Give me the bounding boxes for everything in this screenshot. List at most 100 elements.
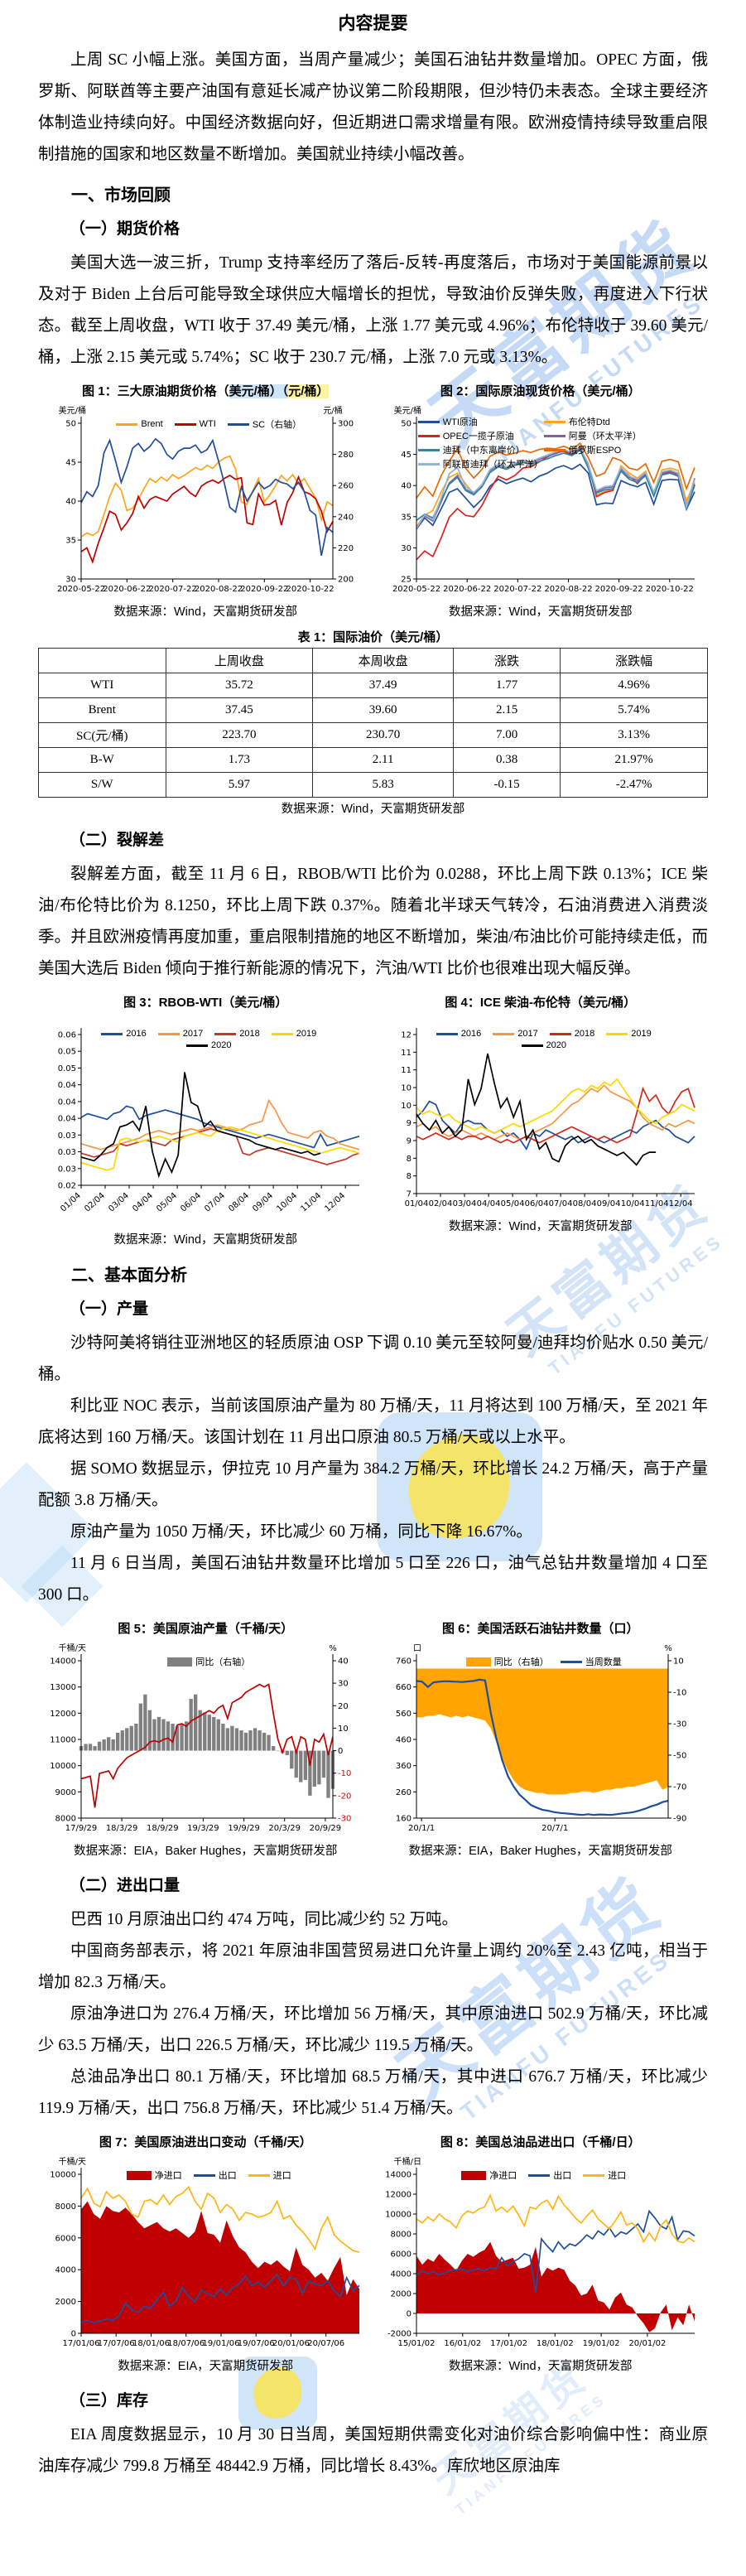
table-row: WTI 35.72 37.49 1.77 4.96%	[38, 673, 708, 698]
svg-text:2020-07-22: 2020-07-22	[149, 585, 197, 594]
svg-text:760: 760	[396, 1657, 412, 1667]
svg-text:30: 30	[66, 576, 77, 585]
figure-7-title: 图 7：美国原油进出口变动（千桶/天）	[99, 2135, 312, 2149]
table-cell: 7.00	[452, 722, 561, 748]
svg-text:2020-06-22: 2020-06-22	[443, 585, 491, 594]
table-cell: 4.96%	[560, 673, 708, 698]
svg-text:-30: -30	[338, 1815, 351, 1824]
svg-text:12: 12	[401, 1031, 412, 1040]
figure-1-title-highlight-usd: 美元/桶）（	[229, 384, 289, 398]
svg-text:03/04: 03/04	[452, 1199, 476, 1208]
svg-text:8: 8	[406, 1155, 411, 1164]
chart-svg: 0.06 0.05 0.05 0.04 0.04 0.04 0.03 0.03 0.03 0.02…	[58, 1028, 360, 1214]
svg-text:07/04: 07/04	[204, 1191, 228, 1213]
paragraph-summary: 上周 SC 小幅上涨。美国方面，当周产量减少；美国石油钻井数量增加。OPEC 方…	[38, 51, 708, 163]
figure-6: 图 6：美国活跃石油钻井数量（口） 760 660 560 460 360 260 160 1…	[373, 1618, 709, 1862]
svg-text:8000: 8000	[55, 2202, 76, 2212]
svg-text:9: 9	[406, 1119, 411, 1128]
svg-text:0.04: 0.04	[58, 1097, 76, 1107]
chart-crude-spot-prices: 50 45 40 35 30 25 美元/桶 2020-05-22 2020-06-22 2020…	[373, 402, 708, 601]
svg-text:40: 40	[338, 1657, 349, 1667]
chart-us-crude-import-export: 10000 8000 6000 4000 2000 0 千桶/天 17/01/06 17/07/…	[38, 2153, 373, 2356]
svg-text:06/04: 06/04	[524, 1199, 548, 1208]
svg-text:-30: -30	[673, 1720, 686, 1729]
table-header-cell: 涨跌	[452, 648, 561, 673]
table-header-cell	[38, 648, 166, 673]
table-cell: 5.74%	[560, 697, 708, 723]
paragraph-trade-4: 总油品净出口 80.1 万桶/天，环比增加 68.5 万桶/天，其中进口 676…	[38, 2068, 708, 2117]
svg-text:-50: -50	[673, 1752, 686, 1761]
svg-text:0: 0	[406, 2310, 411, 2319]
svg-text:50: 50	[401, 420, 412, 429]
svg-text:14000: 14000	[50, 1657, 76, 1667]
table-row: Brent 37.45 39.60 2.15 5.74%	[38, 697, 708, 723]
svg-text:11000: 11000	[50, 1736, 76, 1745]
svg-text:2020-08-22: 2020-08-22	[195, 585, 243, 594]
svg-text:2020-05-22: 2020-05-22	[57, 585, 105, 594]
svg-text:660: 660	[396, 1683, 412, 1692]
svg-text:2020-08-22: 2020-08-22	[544, 585, 592, 594]
svg-text:12000: 12000	[385, 2191, 412, 2200]
heading-crack-spread: （二）裂解差	[70, 832, 165, 849]
svg-text:17/01/02: 17/01/02	[490, 2339, 527, 2348]
figure-6-source: 数据来源：EIA，Baker Hughes，天富期货研发部	[408, 1845, 672, 1858]
svg-text:17/01/06: 17/01/06	[63, 2339, 100, 2348]
svg-text:0.06: 0.06	[58, 1031, 76, 1040]
svg-text:20/01/06: 20/01/06	[272, 2339, 310, 2348]
svg-text:18/9/29: 18/9/29	[147, 1824, 179, 1833]
chart-us-total-products-trade: 14000 12000 10000 8000 6000 4000 2000 0 -2000 千桶/…	[373, 2153, 708, 2356]
svg-text:口: 口	[413, 1644, 421, 1653]
svg-text:160: 160	[396, 1815, 412, 1824]
table-cell: 223.70	[165, 722, 314, 748]
chart-svg: 12 11 11 10 10 9 9 8 8 701/04 02/04 03/04 04/04 05/04…	[401, 1028, 695, 1208]
table-cell: 37.45	[165, 697, 314, 723]
table-row: SC(元/桶) 223.70 230.70 7.00 3.13%	[38, 722, 708, 748]
figure-1-title-highlight-cny: 元/桶）	[288, 384, 330, 398]
svg-text:260: 260	[338, 482, 354, 491]
svg-text:560: 560	[396, 1710, 412, 1719]
svg-text:0.04: 0.04	[58, 1115, 76, 1124]
figure-1-title: 图 1：三大原油期货价格（美元/桶）（元/桶）	[38, 382, 373, 399]
figure-4: 图 4：ICE 柴油-布伦特（美元/桶） 12 11 11 10 10 9 9 8 8 7 01/0…	[373, 991, 709, 1251]
svg-text:12000: 12000	[50, 1710, 76, 1719]
svg-text:25: 25	[401, 576, 412, 585]
table-row: S/W 5.97 5.83 -0.15 -2.47%	[38, 772, 708, 798]
figure-row-3: 图 5：美国原油产量（千桶/天） 14000 13000 12000 11000 100…	[38, 1618, 708, 1862]
svg-text:%: %	[329, 1644, 337, 1653]
svg-text:40: 40	[401, 482, 412, 491]
svg-text:6000: 6000	[390, 2250, 411, 2260]
chart-us-crude-production: 14000 13000 12000 11000 10000 9000 8000 40 30 20 1…	[38, 1639, 373, 1840]
svg-text:-90: -90	[673, 1815, 686, 1824]
svg-text:0: 0	[338, 1747, 343, 1756]
svg-text:17/07/06: 17/07/06	[98, 2339, 135, 2348]
svg-text:10/04: 10/04	[621, 1199, 645, 1208]
figure-8-source: 数据来源：Wind，天富期货研发部	[448, 2360, 633, 2373]
svg-text:千桶/日: 千桶/日	[393, 2156, 421, 2167]
svg-text:-2000: -2000	[387, 2330, 412, 2339]
svg-text:4000: 4000	[390, 2270, 411, 2279]
svg-text:6000: 6000	[55, 2234, 76, 2243]
svg-text:10: 10	[673, 1657, 684, 1667]
svg-text:03/04: 03/04	[107, 1191, 131, 1213]
svg-text:18/07/06: 18/07/06	[167, 2339, 205, 2348]
figure-8-title: 图 8：美国总油品进出口（千桶/日）	[440, 2135, 641, 2149]
svg-text:17/9/29: 17/9/29	[65, 1824, 98, 1833]
paragraph-trade-3: 原油净进口为 276.4 万桶/天，环比增加 56 万桶/天，其中原油进口 50…	[38, 2005, 708, 2054]
table-cell: 230.70	[312, 722, 454, 748]
svg-text:06/04: 06/04	[180, 1191, 204, 1213]
table-1-caption: 表 1：国际油价（美元/桶）	[297, 630, 449, 644]
figure-1-source: 数据来源：Wind，天富期货研发部	[113, 605, 298, 619]
svg-text:0.05: 0.05	[58, 1064, 76, 1073]
figure-2-source: 数据来源：Wind，天富期货研发部	[448, 605, 633, 619]
table-cell: 21.97%	[560, 747, 708, 773]
paragraph-production-5: 11 月 6 日当周，美国石油钻井数量环比增加 5 口至 226 口，油气总钻井…	[38, 1555, 708, 1604]
table-cell: 2.15	[452, 697, 561, 723]
chart-svg: 10000 8000 6000 4000 2000 0 千桶/天 17/01/0617/07/…	[50, 2156, 360, 2348]
svg-text:2020-05-22: 2020-05-22	[392, 585, 440, 594]
svg-text:9: 9	[406, 1137, 411, 1146]
heading-production: （一）产量	[70, 1300, 149, 1318]
figure-4-title: 图 4：ICE 柴油-布伦特（美元/桶）	[445, 996, 637, 1010]
table-row: B-W 1.73 2.11 0.38 21.97%	[38, 747, 708, 773]
svg-text:09/04: 09/04	[596, 1199, 620, 1208]
